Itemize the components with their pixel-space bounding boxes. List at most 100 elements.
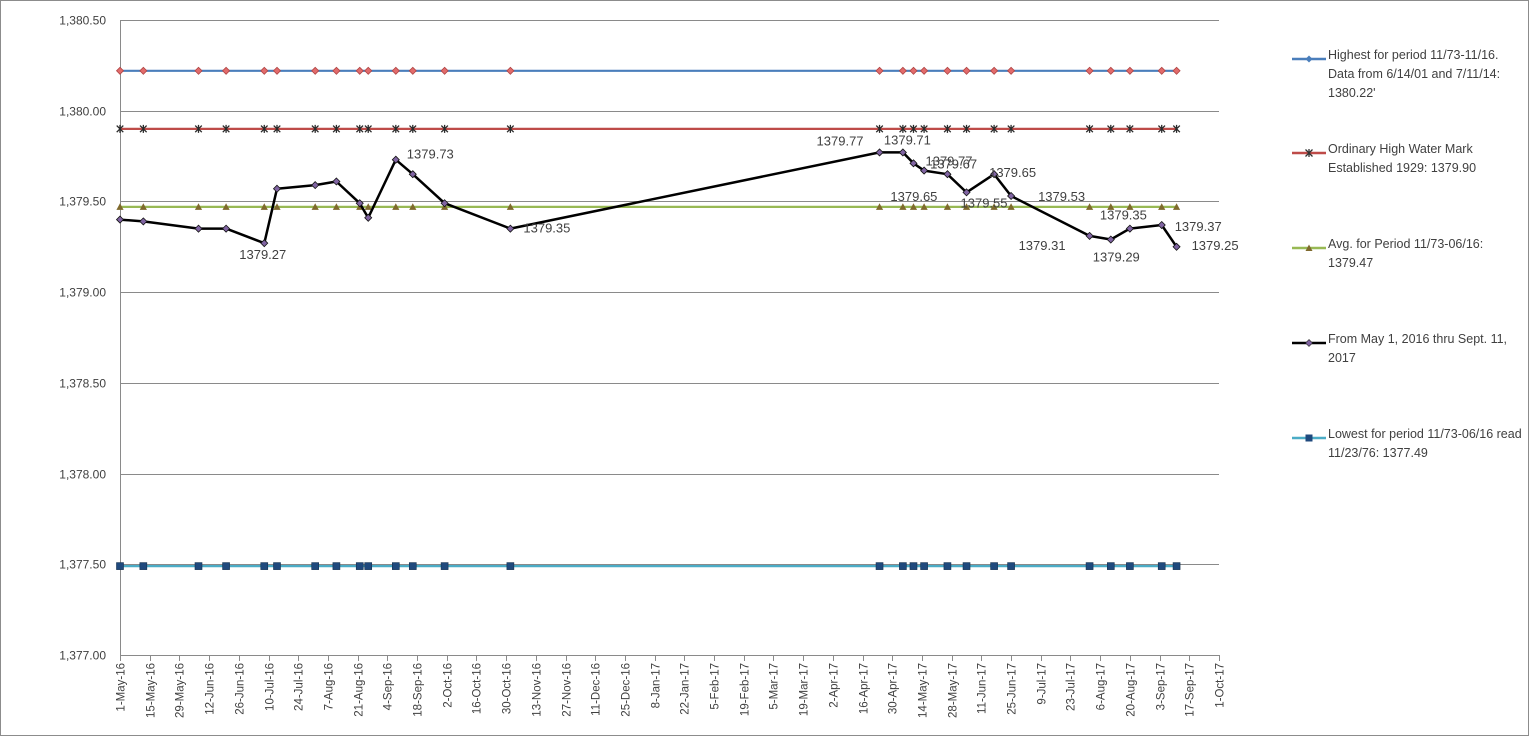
data-point-current [332,177,341,186]
data-point-highest [1157,66,1166,75]
x-tick-label: 5-Mar-17 [769,663,781,710]
data-point-lowest [920,562,928,570]
x-tick-label: 30-Apr-17 [888,663,900,714]
legend-line-current-icon [1292,339,1326,347]
data-point-lowest [332,562,341,570]
data-point-highest [943,66,952,75]
y-tick-label: 1,380.50 [59,14,106,28]
data-point-highest [355,66,364,75]
legend-label-average: Avg. for Period 11/73-06/16: 1379.47 [1328,237,1484,270]
x-tick-label: 8-Jan-17 [651,663,663,708]
data-point-current [260,239,269,248]
legend-line-average-icon [1292,244,1326,251]
data-point-highest [909,66,918,75]
data-point-ohwm [409,124,417,133]
x-tick-label: 15-May-16 [146,663,158,718]
data-point-ohwm [332,124,341,133]
data-point-average [875,203,884,210]
data-point-average [364,203,372,210]
x-tick-label: 18-Sep-16 [413,663,425,717]
data-point-average [194,203,203,210]
data-point-lowest [1126,562,1134,570]
data-point-highest [1007,66,1016,75]
data-point-average [920,203,928,210]
x-tick-label: 1-May-16 [116,663,128,712]
x-tick-label: 28-May-17 [948,663,960,718]
data-point-ohwm [1172,124,1181,133]
data-label: 1379.35 [523,221,570,236]
data-point-lowest [194,562,203,570]
data-point-lowest [440,562,449,570]
data-point-ohwm [920,124,928,133]
data-label: 1379.77 [925,153,972,168]
data-point-average [273,203,281,210]
data-point-current [506,224,515,233]
y-tick-label: 1,378.00 [59,468,106,482]
y-tick-label: 1,380.00 [59,105,106,119]
data-point-ohwm [116,124,124,133]
y-tick-label: 1,377.50 [59,558,106,572]
legend-label-ohwm: Ordinary High Water Mark Established 192… [1328,142,1477,175]
x-tick-label: 6-Aug-17 [1096,663,1108,710]
data-point-current [139,217,148,226]
data-point-average [899,203,907,210]
data-point-current [440,199,449,208]
data-point-average [139,203,147,210]
x-tick-label: 22-Jan-17 [680,663,692,715]
x-tick-label: 23-Jul-17 [1066,663,1078,711]
data-point-lowest [392,562,400,570]
x-tick-label: 5-Feb-17 [710,663,722,710]
data-label: 1379.35 [1100,208,1147,223]
data-point-ohwm [506,124,515,133]
data-point-current [920,166,929,175]
data-point-ohwm [273,124,281,133]
x-tick-label: 2-Apr-17 [829,663,841,708]
data-point-lowest [1106,562,1115,570]
data-point-highest [875,66,884,75]
data-point-average [943,203,952,210]
data-point-lowest [875,562,884,570]
data-point-ohwm [364,124,372,133]
data-point-ohwm [962,124,971,133]
data-point-highest [1125,66,1134,75]
data-point-highest [194,66,203,75]
data-point-ohwm [311,124,319,133]
series-group [115,66,1181,570]
data-point-highest [962,66,971,75]
data-point-current [391,155,400,164]
axes: 1,377.00 1,377.50 1,378.00 1,378.50 1,379.00… [59,14,1226,718]
data-point-highest [506,66,515,75]
data-point-ohwm [1007,124,1015,133]
data-point-highest [311,66,320,75]
data-point-average [1172,203,1181,210]
data-point-ohwm [1157,124,1166,133]
data-point-ohwm [1085,124,1094,133]
data-label: 1379.37 [1175,219,1222,234]
x-tick-label: 16-Oct-16 [472,663,484,714]
data-point-lowest [962,562,971,570]
data-point-current [115,215,125,224]
gridlines [120,20,1219,656]
data-label: 1379.25 [1192,238,1239,253]
data-point-current [962,188,971,197]
data-point-ohwm [943,124,952,133]
data-point-current [311,181,320,190]
data-point-current [364,213,373,222]
y-tick-label: 1,379.00 [59,286,106,300]
x-tick-label: 4-Sep-16 [383,663,395,710]
data-point-highest [1172,66,1181,75]
legend-label-highest: Highest for period 11/73-11/16. Data fro… [1328,48,1501,100]
x-tick-label: 24-Jul-16 [294,663,306,711]
data-point-ohwm [909,124,918,133]
data-point-lowest [506,562,515,570]
x-tick-label: 14-May-17 [918,663,930,718]
data-point-ohwm [1126,124,1134,133]
data-point-current [408,170,417,179]
data-labels: 1379.27 1379.73 1379.35 1379.77 1379.71 1379.… [239,132,1238,264]
data-point-highest [260,66,269,75]
x-tick-label: 1-Oct-17 [1215,663,1227,708]
x-tick-label: 20-Aug-17 [1126,663,1138,717]
data-point-lowest [273,562,281,570]
data-point-lowest [1007,562,1015,570]
